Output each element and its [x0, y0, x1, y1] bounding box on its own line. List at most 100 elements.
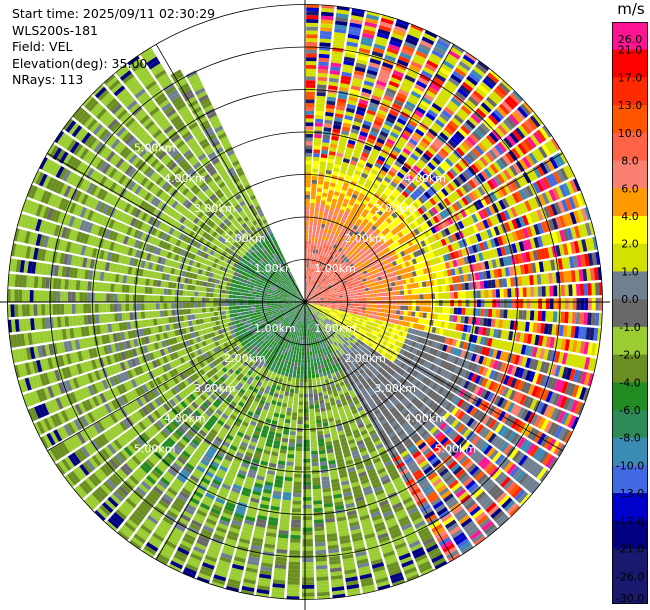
ray-cell [403, 249, 409, 256]
ray-cell [350, 308, 355, 312]
ray-cell [482, 78, 495, 90]
ray-cell [440, 229, 448, 238]
ray-cell [321, 196, 327, 201]
ray-cell [312, 477, 321, 482]
ray-cell [499, 299, 504, 308]
ray-cell [419, 140, 429, 149]
ray-cell [384, 91, 395, 99]
ray-cell [293, 481, 302, 486]
ray-cell [321, 282, 325, 287]
ray-cell [328, 246, 333, 251]
ray-cell [386, 156, 396, 164]
ray-cell [391, 128, 401, 136]
ray-cell [475, 63, 488, 74]
ray-cell [369, 266, 375, 272]
ray-cell [351, 8, 365, 14]
ray-cell [306, 18, 319, 24]
ray-cell [428, 56, 441, 66]
ray-cell [348, 255, 353, 261]
ray-cell [329, 143, 338, 149]
ray-cell [332, 124, 342, 130]
ray-cell [378, 72, 390, 80]
ray-cell [323, 256, 328, 261]
ray-cell [407, 289, 412, 295]
ray-cell [484, 299, 489, 308]
ray-cell [515, 127, 526, 139]
ray-cell [447, 155, 457, 165]
ray-cell [529, 310, 535, 321]
ray-cell [467, 96, 480, 107]
ray-cell [437, 115, 448, 125]
ray-cell [318, 285, 322, 289]
ray-cell [307, 252, 310, 257]
ray-cell [455, 111, 467, 121]
ray-cell [377, 304, 382, 309]
ray-cell [315, 278, 319, 282]
ray-cell [427, 236, 434, 244]
ray-cell [314, 133, 322, 139]
ray-cell [470, 93, 482, 104]
ray-cell [415, 50, 428, 59]
ray-cell [320, 227, 325, 232]
ray-cell [303, 477, 311, 482]
ray-cell [314, 526, 325, 532]
ray-cell [314, 293, 319, 297]
ray-cell [311, 260, 314, 265]
ray-cell [420, 155, 429, 164]
ray-cell [342, 305, 347, 308]
ray-cell [313, 292, 318, 296]
ray-cell [356, 106, 367, 113]
ray-cell [367, 175, 375, 183]
ray-cell [401, 165, 410, 173]
ray-cell [310, 198, 316, 204]
ray-cell [324, 115, 334, 121]
ray-cell [305, 110, 315, 115]
ray-cell [360, 315, 365, 320]
ray-cell [305, 324, 308, 329]
ray-cell [426, 244, 433, 252]
ray-cell [431, 49, 444, 59]
ray-cell [327, 213, 333, 219]
ray-cell [349, 22, 362, 29]
ray-cell [305, 294, 308, 299]
ray-cell [464, 168, 474, 179]
ray-cell [347, 167, 355, 174]
ray-cell [446, 103, 457, 113]
ray-cell [303, 420, 309, 425]
ray-cell [384, 292, 389, 297]
ray-cell [408, 214, 416, 222]
ray-cell [383, 190, 391, 197]
ray-cell [329, 274, 334, 279]
ray-cell [346, 143, 355, 149]
ray-cell [305, 240, 308, 245]
ray-cell [361, 212, 367, 218]
ray-cell [328, 189, 334, 195]
ray-cell [314, 534, 325, 539]
ray-cell [355, 283, 361, 288]
ray-cell [316, 284, 321, 288]
ray-cell [527, 198, 536, 211]
ray-cell [489, 163, 499, 174]
ray-cell [381, 265, 387, 271]
ray-cell [384, 141, 394, 149]
ray-cell [319, 403, 326, 408]
ray-cell [351, 177, 359, 183]
ray-cell [341, 185, 348, 191]
ray-cell [491, 129, 502, 141]
ray-cell [320, 300, 325, 302]
ray-cell [427, 146, 437, 156]
ray-cell [436, 248, 443, 256]
ray-cell [319, 242, 324, 248]
ray-cell [429, 251, 436, 259]
ray-cell [363, 233, 370, 239]
ray-cell [313, 515, 324, 520]
ray-cell [374, 212, 381, 219]
ray-cell [398, 114, 409, 123]
ray-cell [383, 283, 388, 288]
ray-cell [303, 485, 312, 490]
ray-cell [324, 119, 333, 125]
ray-cell [292, 504, 302, 509]
ray-cell [314, 261, 318, 266]
ray-cell [377, 172, 385, 180]
ray-cell [317, 430, 324, 436]
